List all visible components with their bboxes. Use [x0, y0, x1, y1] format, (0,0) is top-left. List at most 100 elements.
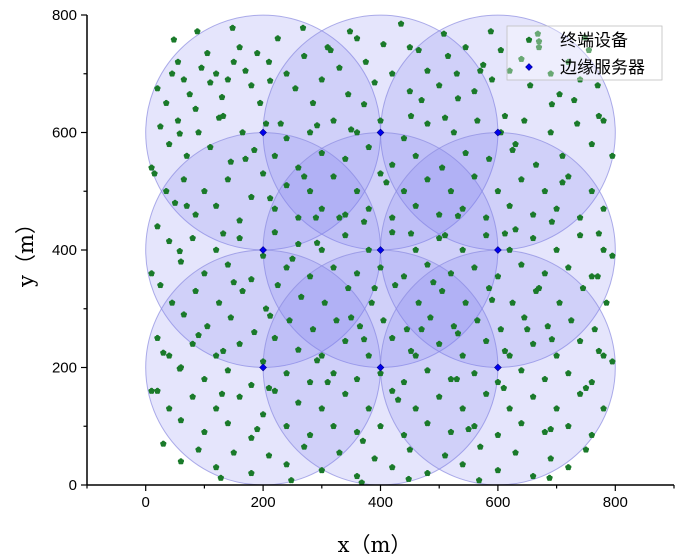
device-point	[192, 211, 199, 218]
device-point	[377, 170, 384, 177]
device-point	[170, 36, 177, 43]
device-point	[177, 417, 185, 424]
device-point	[471, 423, 478, 430]
device-point	[174, 117, 182, 124]
device-point	[254, 425, 261, 433]
legend-device-symbol	[525, 36, 533, 43]
device-point	[477, 67, 484, 74]
device-point	[392, 282, 399, 289]
device-point	[483, 232, 490, 239]
device-point	[283, 182, 290, 189]
device-point	[215, 114, 223, 121]
device-point	[600, 205, 607, 212]
device-point	[192, 287, 199, 295]
device-point	[559, 152, 566, 159]
device-point	[534, 30, 541, 37]
device-point	[600, 117, 607, 124]
device-point	[368, 299, 375, 306]
device-point	[595, 230, 602, 237]
device-point	[174, 58, 182, 65]
device-point	[251, 329, 258, 336]
device-point	[595, 112, 602, 119]
device-point	[239, 287, 246, 295]
device-point	[509, 299, 516, 306]
server-point	[376, 128, 385, 137]
device-point	[236, 44, 243, 51]
device-point	[301, 443, 308, 450]
device-point	[318, 246, 325, 253]
device-point	[230, 449, 237, 456]
device-point	[289, 255, 296, 262]
device-point	[365, 246, 372, 253]
device-point	[358, 479, 365, 486]
device-point	[176, 365, 183, 372]
device-point	[318, 205, 325, 212]
device-point	[218, 94, 226, 101]
legend-background	[506, 25, 663, 81]
device-point	[192, 105, 199, 112]
device-point	[306, 378, 314, 386]
device-point	[447, 270, 455, 277]
x-tick-label: 400	[368, 494, 393, 511]
server-point	[494, 128, 502, 137]
device-point	[485, 155, 493, 162]
device-point	[568, 317, 575, 324]
device-point	[471, 88, 478, 95]
device-point	[406, 446, 413, 453]
device-point	[166, 141, 173, 148]
x-tick-label: 0	[142, 494, 150, 511]
device-point	[506, 352, 513, 359]
device-point	[283, 264, 290, 271]
legend: 终端设备 边缘服务器	[506, 25, 663, 81]
device-point	[506, 202, 513, 209]
device-point	[576, 390, 584, 397]
device-point	[488, 76, 496, 83]
device-point	[201, 376, 208, 383]
device-point	[220, 112, 227, 119]
device-point	[418, 326, 425, 333]
device-point	[380, 317, 387, 324]
device-point	[585, 47, 592, 54]
device-point	[532, 161, 540, 168]
x-tick-label: 200	[251, 494, 276, 511]
device-point	[204, 49, 211, 57]
device-point	[195, 129, 202, 136]
device-point	[506, 246, 513, 253]
device-point	[224, 420, 231, 427]
device-point	[330, 370, 337, 377]
device-point	[400, 431, 408, 438]
device-point	[148, 270, 155, 277]
device-point	[160, 349, 167, 356]
device-point	[559, 179, 566, 186]
device-point	[301, 52, 308, 60]
device-point	[262, 120, 270, 127]
device-point	[532, 287, 540, 295]
device-point	[483, 214, 490, 221]
device-point	[541, 376, 548, 383]
device-point	[183, 202, 190, 209]
device-point	[371, 455, 378, 462]
device-point	[544, 323, 551, 330]
device-point	[462, 299, 469, 306]
device-point	[251, 146, 258, 154]
device-point	[389, 229, 396, 236]
device-point	[227, 314, 234, 321]
legend-device-label: 终端设备	[560, 31, 628, 51]
device-point	[600, 246, 607, 253]
device-point	[436, 340, 443, 347]
x-tick-label: 800	[603, 494, 628, 511]
device-point	[267, 77, 274, 84]
device-point	[224, 261, 231, 268]
device-point	[362, 58, 369, 65]
device-point	[547, 425, 554, 433]
device-point	[588, 188, 595, 195]
device-point	[462, 44, 469, 51]
device-point	[201, 270, 208, 277]
device-point	[512, 449, 519, 456]
device-point	[459, 205, 466, 212]
device-point	[494, 378, 501, 386]
device-point	[189, 235, 196, 242]
device-point	[581, 34, 588, 41]
device-point	[576, 214, 584, 221]
